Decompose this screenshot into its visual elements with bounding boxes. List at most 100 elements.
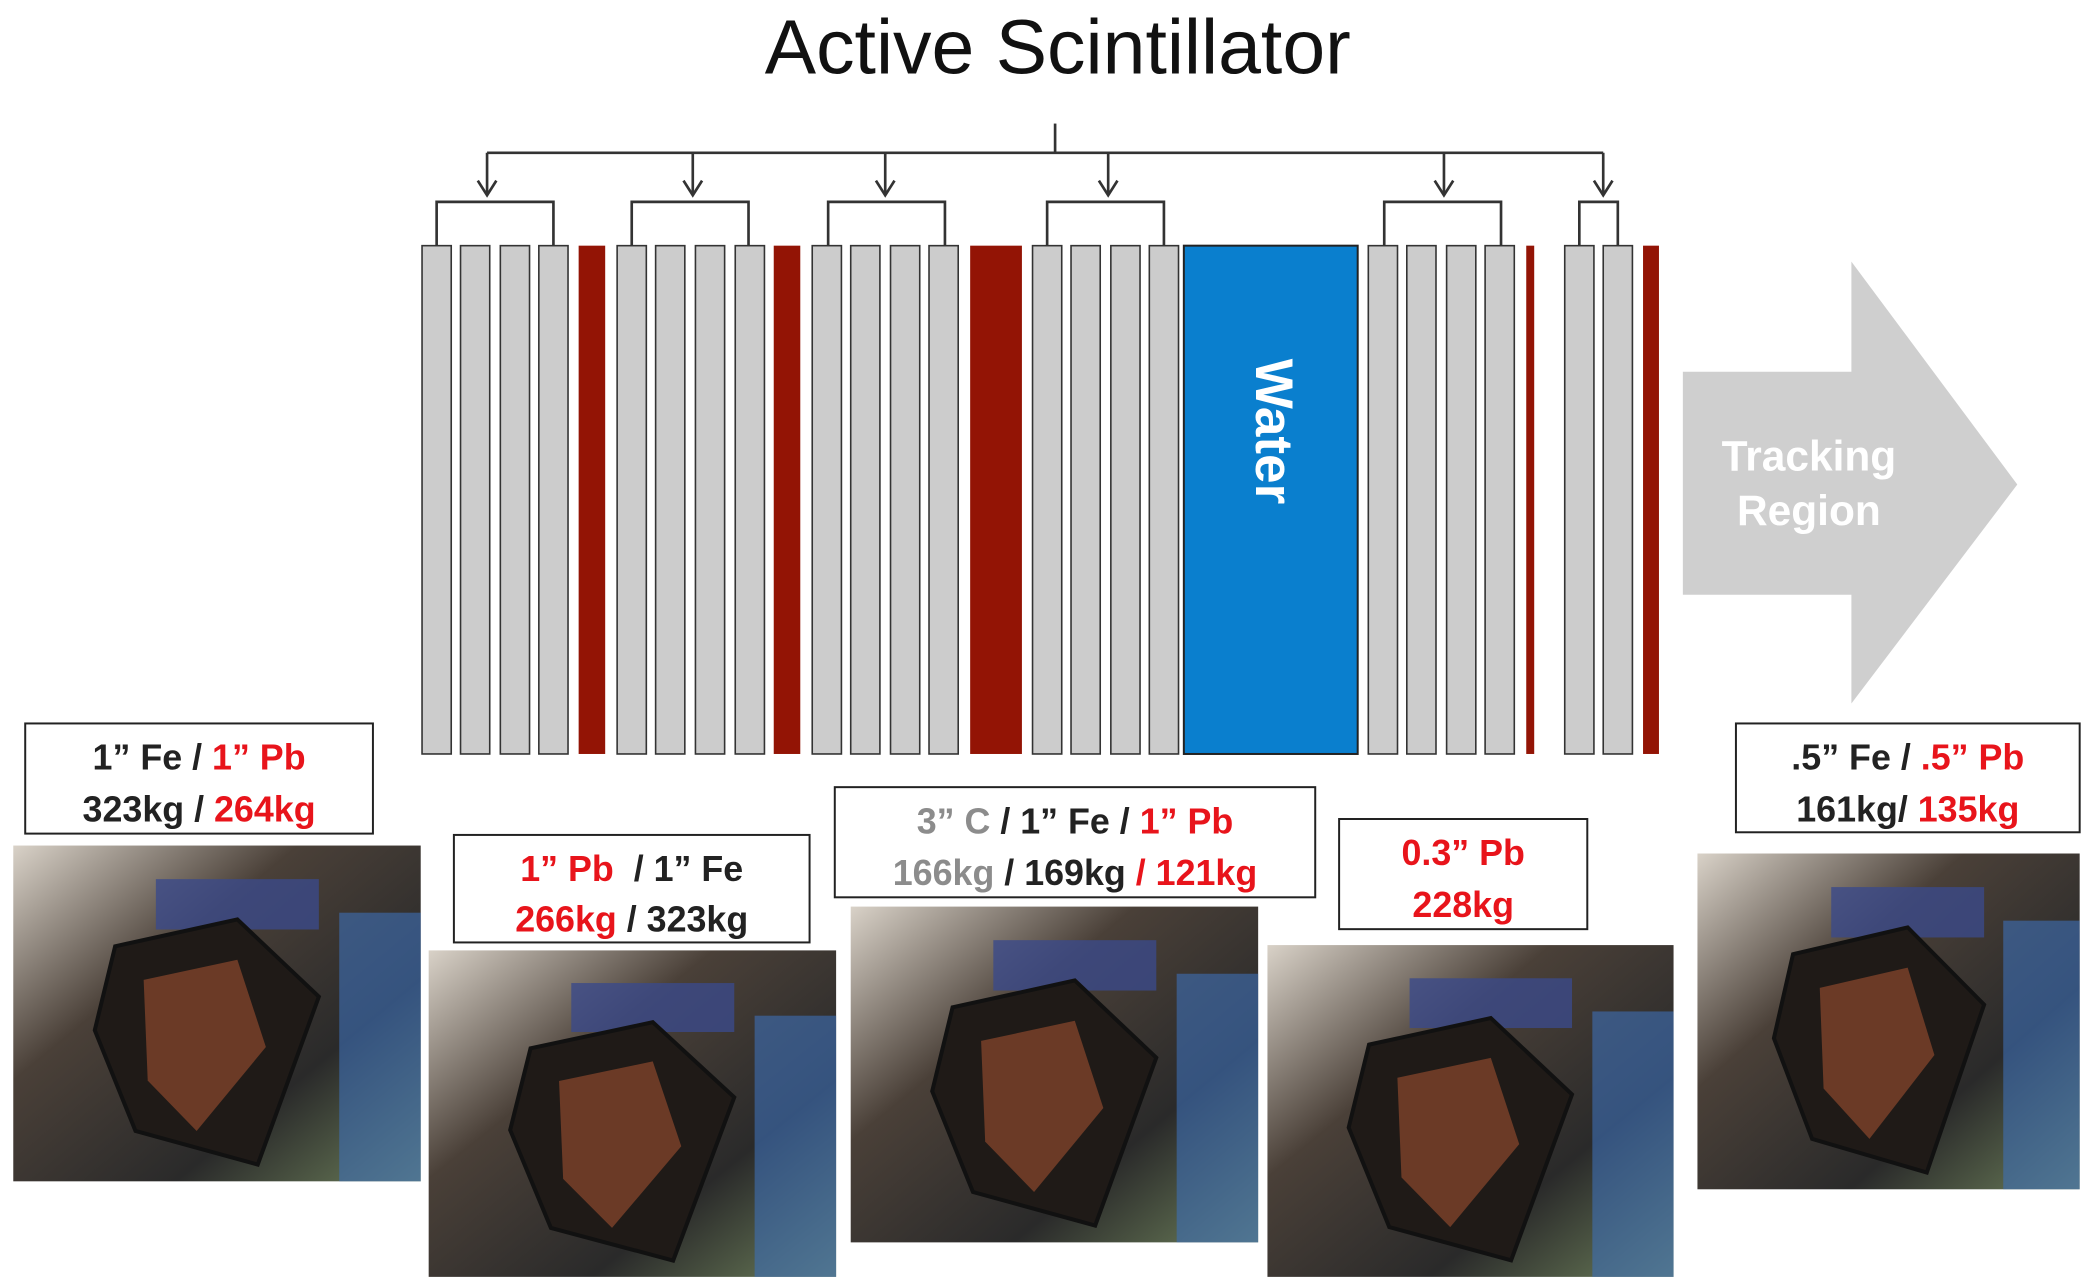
arrow-head <box>1097 179 1119 198</box>
arrow-head <box>682 179 704 198</box>
arrow-head <box>1433 179 1455 198</box>
bracket <box>1382 200 1503 246</box>
label-segment: 1” Pb <box>1140 802 1234 842</box>
scintillator-plate <box>1110 244 1141 755</box>
scintillator-plate <box>421 244 453 755</box>
label-box <box>1338 818 1589 931</box>
scintillator-plate <box>694 244 726 755</box>
bracket <box>826 200 947 246</box>
plates <box>421 244 1659 755</box>
absorber-plate <box>578 245 606 754</box>
scintillator-plate <box>849 244 881 755</box>
connectors <box>435 123 1620 246</box>
target-label: 3” C / 1” Fe / 1” Pb <box>917 802 1234 842</box>
bracket <box>630 200 750 246</box>
scintillator-plate <box>1602 244 1634 755</box>
scintillator-plate <box>538 244 569 755</box>
label-segment: / 1” Fe <box>624 850 743 890</box>
label-segment: 1” Pb <box>520 850 624 890</box>
label-segment: / 169kg <box>994 854 1135 894</box>
scintillator-plate <box>1406 244 1437 755</box>
scintillator-plate <box>1148 244 1180 755</box>
photo-scaffold <box>1592 1011 1674 1277</box>
label-segment: 264kg <box>214 790 316 830</box>
scintillator-plate <box>499 244 531 755</box>
label-box <box>24 722 374 835</box>
photo-plate <box>559 1061 682 1228</box>
target-label: 1” Fe / 1” Pb <box>93 738 306 778</box>
label-segment: 228kg <box>1412 885 1514 925</box>
scintillator-plate <box>1031 244 1063 755</box>
label-segment: 323kg / <box>83 790 214 830</box>
label-segment: / 121kg <box>1136 854 1258 894</box>
target-photo <box>850 906 1259 1243</box>
label-segment: .5” Fe / <box>1791 738 1920 778</box>
target-label: 266kg / 323kg <box>515 900 748 940</box>
bracket <box>1578 200 1620 246</box>
target-photo <box>428 950 837 1277</box>
scintillator-plate <box>1563 244 1595 755</box>
label-box <box>452 833 811 944</box>
target-label: 323kg / 264kg <box>83 790 316 830</box>
target-label: 166kg / 169kg / 121kg <box>893 854 1258 894</box>
scintillator-plate <box>459 244 491 755</box>
label-box <box>833 786 1317 899</box>
photo-scaffold <box>2003 920 2080 1190</box>
label-segment: / 323kg <box>617 900 748 940</box>
title: Active Scintillator <box>765 5 1351 91</box>
arrow-head <box>874 179 896 198</box>
scintillator-plate <box>1484 244 1516 755</box>
scintillator-plate <box>734 244 766 755</box>
absorber-plate <box>1643 245 1659 754</box>
scintillator-plate <box>889 244 921 755</box>
water-label: Water <box>1244 359 1303 505</box>
target-photo <box>1697 853 2080 1190</box>
target-photo <box>1267 945 1674 1277</box>
scintillator-plate <box>654 244 686 755</box>
label-segment: .5” Pb <box>1921 738 2025 778</box>
photo-scaffold <box>754 1015 837 1277</box>
scintillator-plate <box>1070 244 1102 755</box>
tracking-arrow <box>1682 261 2018 704</box>
label-segment: 161kg/ <box>1796 790 1918 830</box>
target-label: 1” Pb / 1” Fe <box>520 850 743 890</box>
arrow-label: Region <box>1737 487 1881 534</box>
absorber-plate <box>773 245 801 754</box>
target-label: 161kg/ 135kg <box>1796 790 2019 830</box>
target-label: .5” Fe / .5” Pb <box>1791 738 2024 778</box>
scintillator-plate <box>616 244 648 755</box>
target-label: 0.3” Pb <box>1401 834 1524 874</box>
photo-scaffold <box>1176 973 1259 1243</box>
label-segment: 0.3” Pb <box>1401 834 1524 874</box>
photo-scaffold <box>339 912 421 1182</box>
bracket <box>1045 200 1166 246</box>
scintillator-plate <box>1445 244 1477 755</box>
arrow-label: Tracking <box>1722 433 1897 480</box>
bracket <box>435 200 555 246</box>
target-label: 228kg <box>1412 885 1514 925</box>
label-segment: 166kg <box>893 854 995 894</box>
arrow-head <box>1592 179 1614 198</box>
photo-plate <box>1819 967 1935 1139</box>
absorber-plate <box>970 245 1022 754</box>
scintillator-plate <box>928 244 960 755</box>
water-block <box>1182 244 1359 755</box>
arrow-head <box>476 179 498 198</box>
absorber-plate <box>1526 245 1535 754</box>
label-segment: 135kg <box>1918 790 2020 830</box>
label-segment: 3” C <box>917 802 991 842</box>
photo-plate <box>1397 1057 1520 1228</box>
scintillator-plate <box>1367 244 1399 755</box>
photo-plate <box>981 1020 1104 1193</box>
scintillator-plate <box>811 244 843 755</box>
label-box <box>1734 722 2081 834</box>
label-segment: / 1” Fe / <box>990 802 1139 842</box>
photo-plate <box>143 959 266 1131</box>
target-photo <box>13 845 421 1182</box>
label-segment: 1” Pb <box>212 738 306 778</box>
label-segment: 1” Fe / <box>93 738 212 778</box>
label-segment: 266kg <box>515 900 617 940</box>
